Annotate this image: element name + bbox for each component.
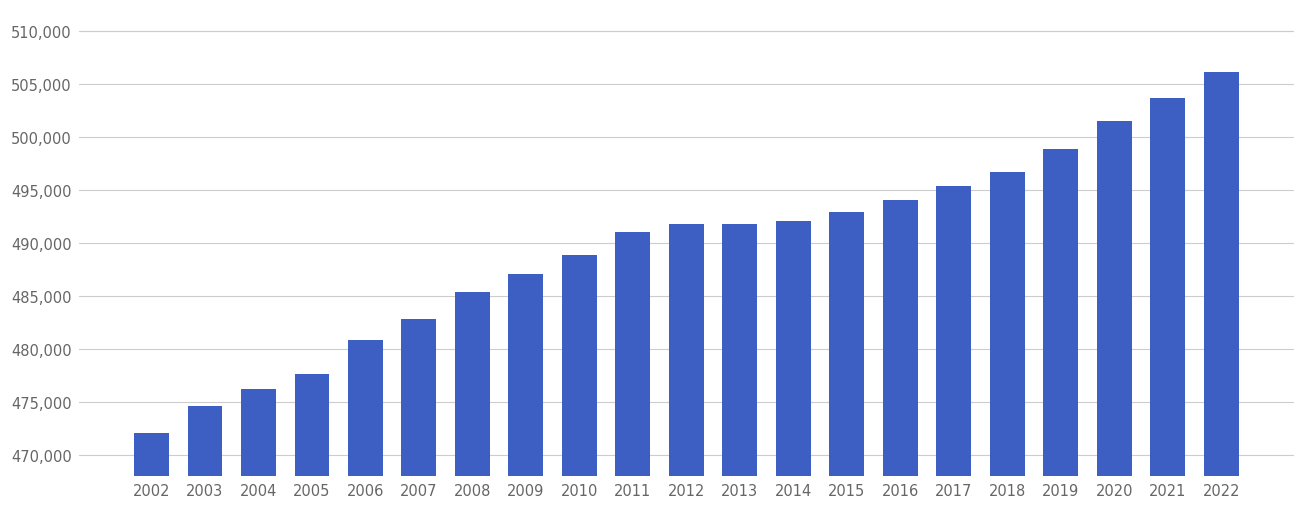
Bar bbox=[455, 292, 489, 476]
Bar bbox=[295, 375, 329, 476]
Bar bbox=[509, 274, 543, 476]
Bar bbox=[241, 389, 275, 476]
Bar bbox=[937, 186, 971, 476]
Bar bbox=[723, 224, 757, 476]
Bar bbox=[562, 255, 596, 476]
Bar bbox=[134, 433, 168, 476]
Bar bbox=[990, 173, 1024, 476]
Bar bbox=[1098, 122, 1131, 476]
Bar bbox=[188, 406, 222, 476]
Bar bbox=[348, 341, 382, 476]
Bar bbox=[776, 221, 810, 476]
Bar bbox=[1151, 99, 1185, 476]
Bar bbox=[883, 200, 917, 476]
Bar bbox=[669, 224, 703, 476]
Bar bbox=[830, 213, 864, 476]
Bar bbox=[402, 320, 436, 476]
Bar bbox=[1205, 72, 1238, 476]
Bar bbox=[1044, 150, 1078, 476]
Bar bbox=[616, 233, 650, 476]
